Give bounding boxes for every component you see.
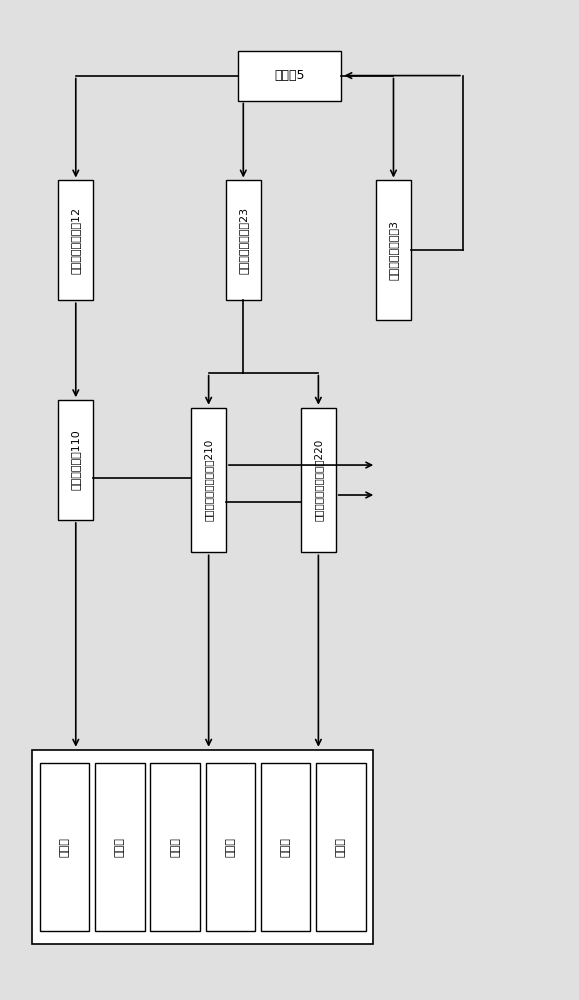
- FancyBboxPatch shape: [316, 763, 366, 931]
- FancyBboxPatch shape: [151, 763, 200, 931]
- Text: 电池组: 电池组: [225, 837, 236, 857]
- FancyBboxPatch shape: [191, 408, 226, 552]
- Text: 并联可控正极连接开关210: 并联可控正极连接开关210: [204, 439, 214, 521]
- Text: 串联开关驱动单元12: 串联开关驱动单元12: [71, 207, 81, 274]
- FancyBboxPatch shape: [301, 408, 336, 552]
- FancyBboxPatch shape: [376, 180, 411, 320]
- FancyBboxPatch shape: [237, 51, 342, 101]
- Text: 电池组: 电池组: [170, 837, 180, 857]
- Text: 控制器5: 控制器5: [274, 69, 305, 82]
- Text: 串联可控开关110: 串联可控开关110: [71, 430, 81, 490]
- FancyBboxPatch shape: [261, 763, 310, 931]
- Text: 并联可控负极连接开关220: 并联可控负极连接开关220: [313, 439, 324, 521]
- Text: 电池组: 电池组: [115, 837, 125, 857]
- FancyBboxPatch shape: [226, 180, 261, 300]
- FancyBboxPatch shape: [95, 763, 145, 931]
- FancyBboxPatch shape: [58, 400, 93, 520]
- Text: 并联开关驱动单元23: 并联开关驱动单元23: [239, 207, 248, 274]
- FancyBboxPatch shape: [206, 763, 255, 931]
- FancyBboxPatch shape: [58, 180, 93, 300]
- Text: 电池组: 电池组: [336, 837, 346, 857]
- Text: 电池组: 电池组: [60, 837, 69, 857]
- Text: 电池组: 电池组: [281, 837, 291, 857]
- Text: 开关状态检测模块3: 开关状态检测模块3: [389, 220, 398, 280]
- FancyBboxPatch shape: [40, 763, 89, 931]
- FancyBboxPatch shape: [32, 750, 373, 944]
